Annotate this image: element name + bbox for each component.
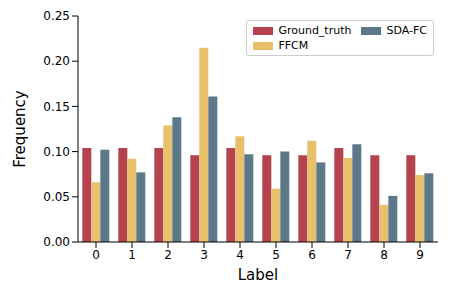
- svg-text:0.15: 0.15: [43, 100, 70, 114]
- svg-text:0.00: 0.00: [43, 235, 70, 249]
- html-text:SDA-FC: SDA-FC: [386, 24, 427, 37]
- svg-text:2: 2: [164, 248, 172, 262]
- svg-text:Frequency: Frequency: [11, 90, 29, 168]
- svg-text:Label: Label: [238, 266, 278, 284]
- svg-text:0.05: 0.05: [43, 190, 70, 204]
- svg-text:6: 6: [308, 248, 316, 262]
- svg-text:0.25: 0.25: [43, 9, 70, 23]
- svg-text:0: 0: [92, 248, 100, 262]
- svg-text:5: 5: [272, 248, 280, 262]
- svg-text:1: 1: [128, 248, 136, 262]
- svg-text:4: 4: [236, 248, 244, 262]
- svg-text:7: 7: [344, 248, 352, 262]
- svg-text:3: 3: [200, 248, 208, 262]
- html-text:Ground_truth: Ground_truth: [278, 24, 352, 37]
- svg-text:0.20: 0.20: [43, 54, 70, 68]
- svg-text:0.10: 0.10: [43, 145, 70, 159]
- html-text:FFCM: FFCM: [278, 39, 309, 52]
- svg-text:8: 8: [380, 248, 388, 262]
- svg-text:9: 9: [416, 248, 424, 262]
